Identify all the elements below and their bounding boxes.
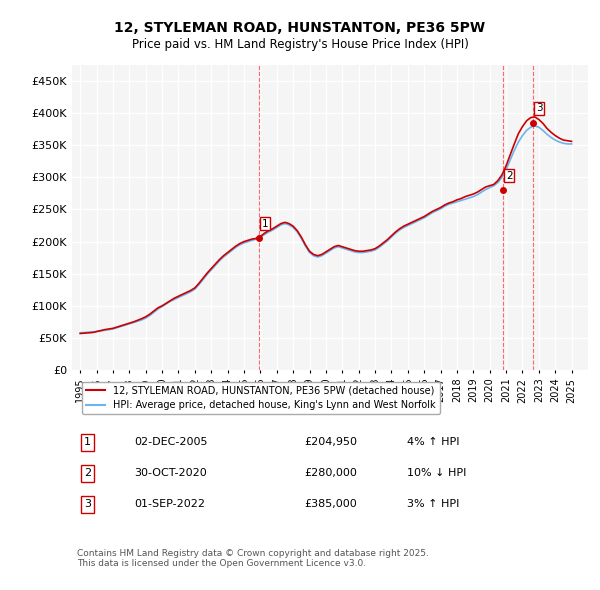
Text: 3% ↑ HPI: 3% ↑ HPI (407, 499, 460, 509)
Text: Price paid vs. HM Land Registry's House Price Index (HPI): Price paid vs. HM Land Registry's House … (131, 38, 469, 51)
Text: 3: 3 (84, 499, 91, 509)
Text: £280,000: £280,000 (304, 468, 357, 478)
Text: 01-SEP-2022: 01-SEP-2022 (134, 499, 205, 509)
Text: 1: 1 (262, 219, 268, 229)
Text: £385,000: £385,000 (304, 499, 357, 509)
Text: 2: 2 (506, 171, 512, 181)
Text: £204,950: £204,950 (304, 437, 357, 447)
Legend: 12, STYLEMAN ROAD, HUNSTANTON, PE36 5PW (detached house), HPI: Average price, de: 12, STYLEMAN ROAD, HUNSTANTON, PE36 5PW … (82, 382, 440, 414)
Text: 3: 3 (536, 103, 542, 113)
Text: 4% ↑ HPI: 4% ↑ HPI (407, 437, 460, 447)
Text: 30-OCT-2020: 30-OCT-2020 (134, 468, 206, 478)
Text: Contains HM Land Registry data © Crown copyright and database right 2025.
This d: Contains HM Land Registry data © Crown c… (77, 549, 429, 569)
Text: 2: 2 (84, 468, 91, 478)
Text: 12, STYLEMAN ROAD, HUNSTANTON, PE36 5PW: 12, STYLEMAN ROAD, HUNSTANTON, PE36 5PW (115, 21, 485, 35)
Text: 10% ↓ HPI: 10% ↓ HPI (407, 468, 467, 478)
Text: 1: 1 (84, 437, 91, 447)
Text: 02-DEC-2005: 02-DEC-2005 (134, 437, 208, 447)
